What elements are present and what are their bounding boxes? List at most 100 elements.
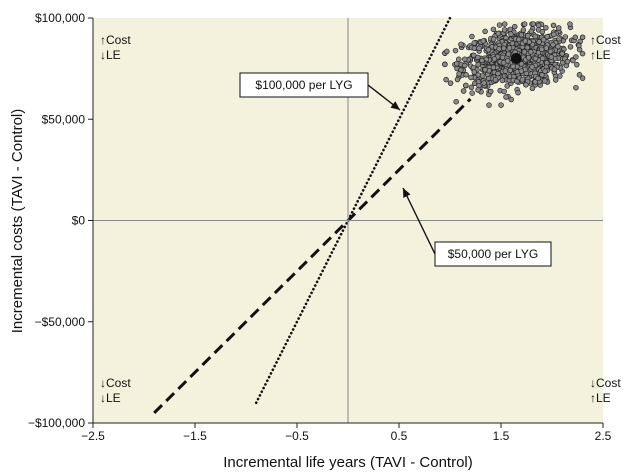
scatter-point [456, 71, 462, 77]
scatter-point [490, 64, 497, 71]
scatter-point [475, 54, 481, 61]
scatter-point [499, 77, 506, 84]
scatter-point [509, 40, 516, 47]
scatter-point [519, 76, 526, 83]
scatter-point [512, 23, 518, 30]
scatter-point [471, 40, 477, 46]
scatter-point [485, 46, 492, 53]
scatter-point [495, 70, 501, 77]
scatter-point [536, 39, 542, 45]
scatter-point [529, 64, 535, 70]
quadrant-label-bottom-right: ↓Cost [590, 376, 621, 390]
x-tick-label: −2.5 [81, 429, 105, 443]
scatter-point [543, 45, 550, 51]
mean-point [510, 53, 522, 64]
tick-labels: $100,000 $50,000 $0 −$50,000 −$100,000−2.5 −1… [28, 11, 612, 443]
scatter-point [567, 44, 574, 50]
scatter-point [471, 45, 478, 52]
scatter-point [550, 22, 557, 29]
callout-arrow [402, 187, 436, 255]
scatter-point [555, 43, 561, 50]
scatter-point [475, 61, 481, 68]
callout-box [239, 72, 369, 98]
scatter-point [542, 68, 548, 74]
scatter-point [468, 74, 474, 81]
x-tick-label: −0.5 [285, 429, 309, 443]
scatter-point [475, 87, 481, 93]
callout-box [434, 241, 552, 267]
x-tick-label: 1.5 [493, 429, 510, 443]
scatter-point [529, 85, 536, 92]
scatter-point [471, 69, 478, 75]
scatter-point [573, 84, 579, 91]
callouts: $100,000 per LYG $50,000 per LYG [239, 72, 552, 267]
scatter-point [551, 31, 557, 38]
scatter-point [501, 45, 507, 52]
scatter-point [538, 46, 545, 53]
scatter-point [515, 89, 521, 96]
scatter-point [508, 31, 514, 37]
scatter-point [455, 56, 462, 63]
scatter-point [505, 51, 512, 57]
threshold-lines [153, 16, 472, 414]
scatter-point [488, 88, 494, 95]
scatter-point [518, 32, 525, 38]
scatter-point [482, 67, 488, 73]
scatter-point [564, 58, 571, 65]
scatter-point [500, 60, 507, 66]
scatter-point [503, 94, 509, 100]
scatter-point [514, 78, 520, 85]
scatter-point [479, 73, 486, 79]
scatter-point [486, 102, 492, 108]
quadrant-labels: ↑Cost↓LE↑Cost↑LE↓Cost↓LE↓Cost↑LE [100, 33, 621, 405]
quadrant-label-top-left: ↓LE [100, 48, 121, 62]
scatter-point [539, 29, 546, 35]
scatter-point [559, 59, 566, 66]
y-tick-label: $0 [72, 214, 86, 228]
scatter-point [535, 49, 542, 56]
y-axis-title: Incremental costs (TAVI - Control) [9, 109, 26, 334]
scatter-point [452, 47, 459, 54]
scatter-point [462, 62, 468, 69]
scatter-point [559, 51, 565, 57]
scatter-point [496, 22, 503, 28]
quadrant-label-bottom-right: ↑LE [590, 391, 611, 405]
scatter-point [572, 34, 579, 41]
scatter-point [567, 21, 573, 27]
scatter-point [562, 34, 569, 40]
scatter-point [552, 77, 559, 83]
x-tick-label: 2.5 [595, 429, 612, 443]
scatter-point [501, 27, 508, 33]
scatter-point [491, 56, 498, 62]
scatter-cloud [442, 21, 586, 108]
quadrant-label-top-left: ↑Cost [100, 33, 131, 47]
scatter-point [535, 22, 542, 29]
scatter-point [480, 38, 487, 44]
scatter-point [574, 61, 580, 68]
callout-arrowhead [390, 101, 400, 110]
x-axis-title: Incremental life years (TAVI - Control) [223, 454, 473, 471]
scatter-point [579, 34, 586, 40]
scatter-point [495, 30, 502, 37]
scatter-point [576, 42, 582, 49]
scatter-point [576, 72, 583, 78]
x-tick-label: −1.5 [183, 429, 207, 443]
scatter-point [481, 80, 487, 86]
scatter-point [524, 44, 531, 51]
scatter-point [496, 46, 502, 52]
scatter-point [454, 76, 461, 83]
scatter-point [579, 75, 586, 81]
y-tick-label: $50,000 [42, 112, 86, 126]
scatter-point [532, 79, 538, 85]
scatter-point [442, 61, 448, 68]
quadrant-label-bottom-left: ↓Cost [100, 376, 131, 390]
scatter-point [447, 80, 454, 86]
scatter-point [469, 90, 475, 96]
scatter-point [458, 41, 464, 48]
scatter-point [550, 42, 556, 48]
scatter-point [573, 54, 579, 60]
scatter-point [540, 55, 546, 62]
scatter-point [490, 36, 497, 42]
scatter-point [539, 72, 545, 78]
scatter-point [556, 36, 562, 42]
